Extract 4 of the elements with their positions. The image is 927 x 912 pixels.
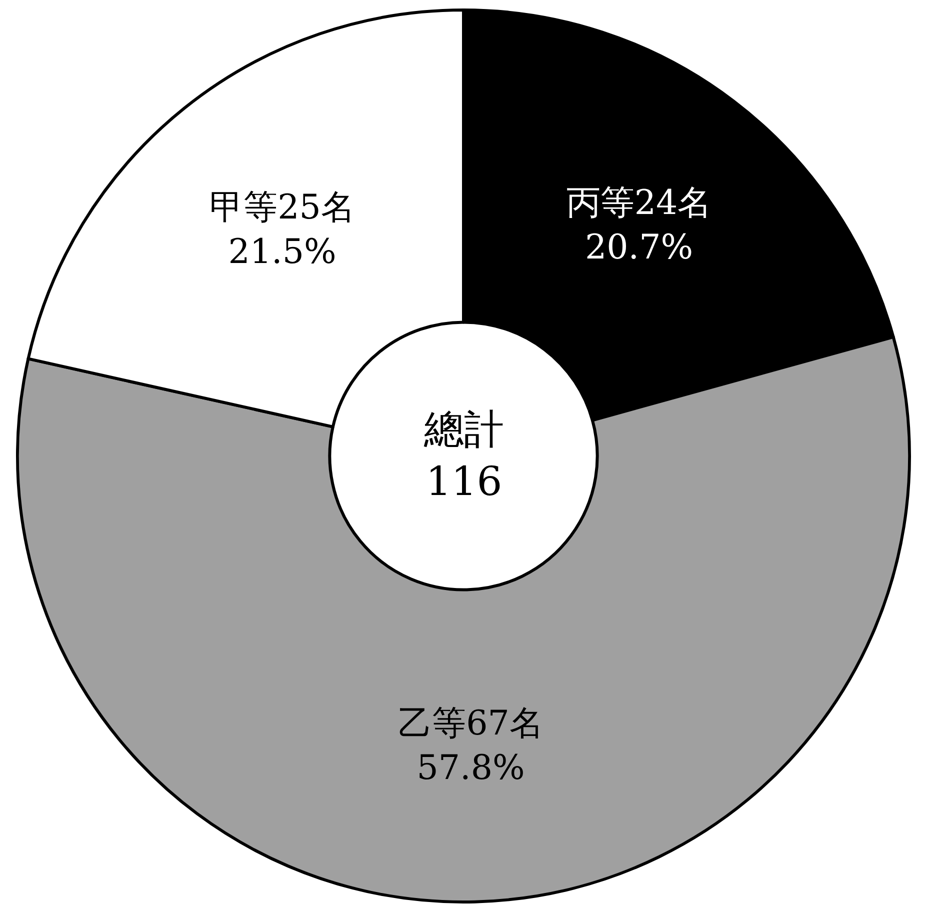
slice-label: 丙等24名 20.7%	[566, 183, 712, 268]
slice-label: 甲等25名 21.5%	[210, 188, 355, 272]
slice-label: 乙等67名 57.8%	[398, 704, 544, 788]
text: 總計 116	[423, 407, 504, 505]
